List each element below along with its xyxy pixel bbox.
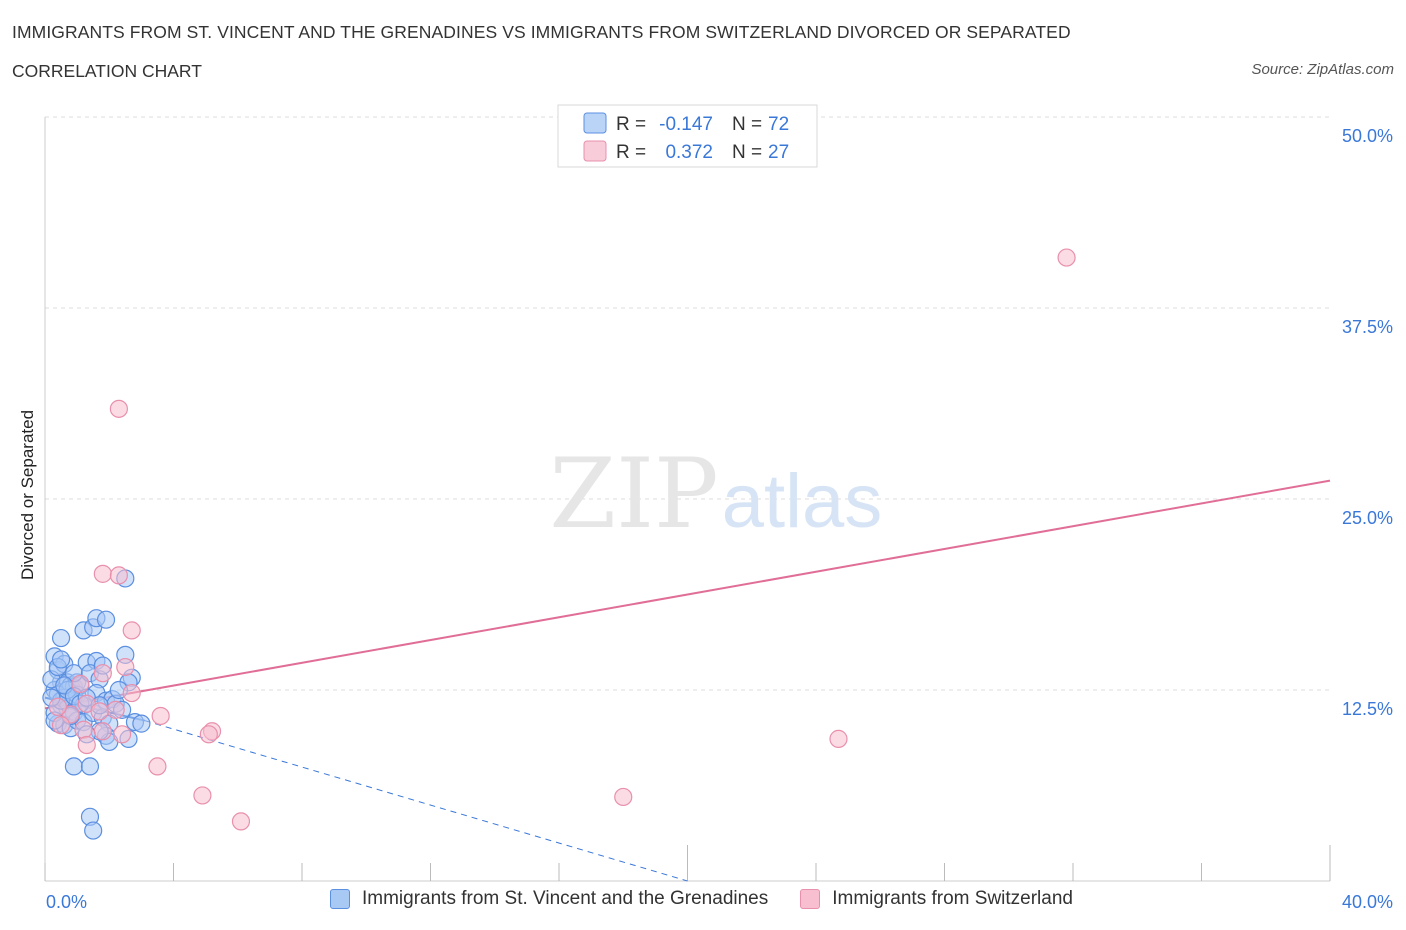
data-point-series2-22 — [193, 786, 212, 805]
data-point-series2-4 — [122, 621, 141, 640]
stats-n-label-1: N = — [732, 114, 762, 135]
chart-title: IMMIGRANTS FROM ST. VINCENT AND THE GREN… — [12, 22, 1071, 42]
data-point-series2-21 — [829, 729, 848, 748]
legend-swatch-pink — [800, 889, 821, 909]
y-tick-label-1: 25.0% — [1342, 508, 1393, 528]
data-point-series2-19 — [199, 725, 218, 744]
y-tick-label-0: 12.5% — [1342, 699, 1393, 719]
data-point-series1-58 — [80, 757, 100, 776]
stats-r-label-1: R = — [616, 114, 646, 135]
data-point-series2-2 — [93, 564, 112, 583]
data-point-series2-9 — [106, 700, 125, 719]
chart-subtitle: CORRELATION CHART — [12, 61, 202, 81]
svg-text:ZIP: ZIP — [549, 438, 718, 550]
source-label: Source: ZipAtlas.com — [1251, 61, 1394, 78]
data-point-series2-24 — [231, 812, 251, 831]
data-point-series2-15 — [93, 722, 112, 741]
tick-labels: 12.5% 25.0% 37.5% 50.0% 0.0% 40.0% — [46, 126, 1393, 912]
trend-line-series1-dashed — [144, 720, 688, 882]
legend-item-series1[interactable]: Immigrants from St. Vincent and the Gren… — [330, 888, 768, 910]
data-point-series1-65 — [51, 650, 71, 669]
legend-label-series2: Immigrants from Switzerland — [832, 888, 1073, 909]
data-point-series2-7 — [122, 683, 141, 703]
data-point-series2-14 — [74, 720, 93, 739]
data-point-series2-16 — [112, 725, 132, 744]
trend-line-series2 — [44, 479, 1331, 710]
data-point-series1-51 — [132, 714, 151, 733]
x-tick-label-1: 40.0% — [1342, 892, 1393, 912]
stats-legend: R = -0.147 N = 72 R = 0.372 N = 27 — [557, 104, 818, 168]
stats-r-value-1: -0.147 — [659, 114, 713, 135]
data-point-series2-1 — [109, 399, 128, 418]
svg-text:atlas: atlas — [722, 459, 883, 544]
legend-item-series2[interactable]: Immigrants from Switzerland — [800, 888, 1073, 910]
data-point-series2-11 — [151, 706, 170, 726]
data-point-series2-26 — [71, 674, 90, 693]
data-point-series2-13 — [51, 716, 71, 735]
bottom-legend: Immigrants from St. Vincent and the Gren… — [330, 888, 1105, 910]
data-point-series2-25 — [48, 697, 67, 716]
data-point-series2-23 — [614, 787, 633, 807]
watermark: ZIP atlas — [549, 438, 882, 550]
data-point-series2-5 — [116, 657, 135, 677]
data-point-series2-6 — [93, 664, 112, 683]
grid-lines — [45, 116, 1330, 691]
data-point-series2-3 — [109, 566, 128, 585]
stats-n-label-2: N = — [732, 142, 762, 163]
data-point-series2-10 — [90, 702, 109, 721]
stats-n-value-2: 27 — [768, 142, 789, 163]
data-point-series2-20 — [148, 757, 167, 776]
data-point-series2-0 — [1057, 248, 1076, 267]
stats-r-value-2: 0.372 — [665, 142, 713, 163]
y-tick-label-2: 37.5% — [1342, 317, 1393, 337]
stats-swatch-pink — [583, 140, 607, 162]
x-tick-label-0: 0.0% — [46, 892, 87, 912]
legend-swatch-blue — [330, 889, 350, 909]
data-point-series1-60 — [84, 821, 103, 840]
data-point-series1-57 — [64, 757, 84, 776]
y-tick-label-3: 50.0% — [1342, 126, 1393, 146]
data-point-series2-17 — [77, 735, 96, 755]
stats-r-label-2: R = — [616, 142, 646, 163]
data-point-series1-46 — [96, 610, 116, 629]
legend-label-series1: Immigrants from St. Vincent and the Gren… — [362, 888, 769, 909]
stats-n-value-1: 72 — [768, 114, 789, 135]
data-point-series1-43 — [51, 628, 71, 648]
stats-swatch-blue — [583, 112, 607, 134]
data-points — [42, 248, 1076, 840]
